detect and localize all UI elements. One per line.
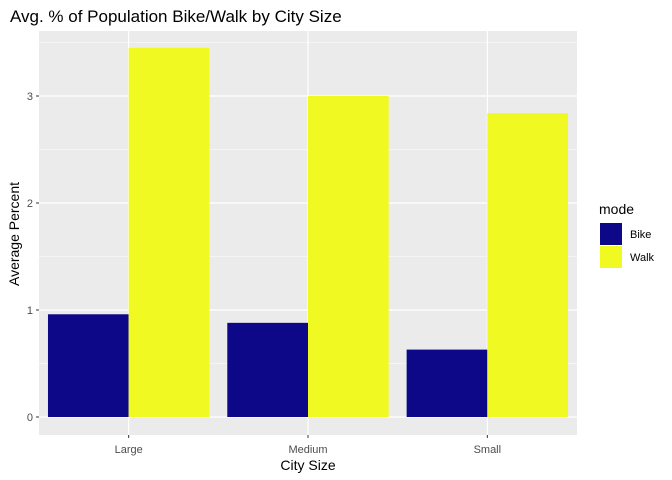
x-axis-ticks: Large Medium Small bbox=[115, 435, 501, 456]
bar-walk-small bbox=[487, 113, 569, 418]
legend-label-bike: Bike bbox=[630, 229, 651, 241]
y-tick-label: 2 bbox=[27, 198, 33, 210]
x-axis-title: City Size bbox=[280, 457, 335, 473]
x-tick-label: Large bbox=[115, 444, 143, 456]
legend: mode Bike Walk bbox=[599, 201, 655, 268]
legend-title: mode bbox=[599, 201, 634, 217]
chart-title: Avg. % of Population Bike/Walk by City S… bbox=[10, 7, 342, 26]
y-tick-label: 1 bbox=[27, 305, 33, 317]
legend-key-walk bbox=[600, 246, 622, 268]
x-tick-label: Medium bbox=[288, 444, 327, 456]
y-tick-label: 0 bbox=[27, 412, 33, 424]
bar-walk-large bbox=[128, 47, 210, 417]
y-axis-ticks: 0 1 2 3 bbox=[27, 91, 39, 424]
bar-walk-medium bbox=[308, 96, 389, 417]
bar-bike-small bbox=[406, 349, 488, 417]
x-tick-label: Small bbox=[474, 444, 502, 456]
legend-label-walk: Walk bbox=[630, 252, 655, 264]
bar-bike-large bbox=[47, 314, 129, 417]
bar-bike-medium bbox=[227, 322, 308, 417]
y-axis-title: Average Percent bbox=[6, 182, 22, 286]
bars bbox=[47, 47, 569, 418]
legend-key-bike bbox=[600, 223, 622, 245]
y-tick-label: 3 bbox=[27, 91, 33, 103]
